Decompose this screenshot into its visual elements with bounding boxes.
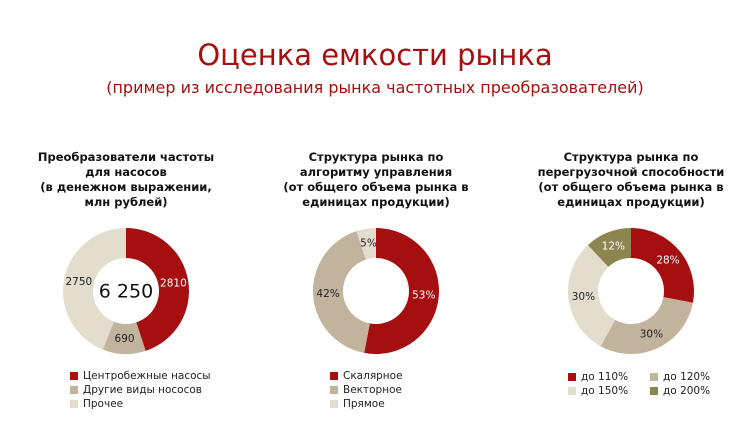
legend-item: Центробежные насосы	[70, 370, 211, 382]
center-label: 6 250	[99, 281, 153, 303]
legend-swatch	[70, 400, 78, 408]
legend-swatch	[568, 387, 576, 395]
pie-segment	[364, 228, 440, 354]
pie-segment	[126, 228, 189, 351]
legend-label: до 120%	[663, 371, 711, 383]
pie-segment	[62, 228, 126, 350]
legend-item: Векторное	[330, 384, 403, 396]
legend-swatch	[650, 373, 659, 381]
legend-swatch	[650, 387, 659, 395]
legend-item: до 120%	[650, 371, 710, 383]
legend: Скалярное Векторное Прямое	[330, 370, 403, 410]
page-title: Оценка емкости рынка	[197, 38, 553, 72]
legend-label: Другие виды нососов	[83, 384, 202, 396]
pie-segment	[600, 297, 693, 354]
data-label: 690	[115, 333, 135, 345]
chart-subtitle: (от общего объема рынка в единицах проду…	[538, 180, 724, 209]
legend-swatch	[330, 386, 338, 394]
data-label: 2750	[65, 276, 92, 288]
data-label: 42%	[316, 288, 339, 300]
data-label: 28%	[656, 254, 679, 266]
chart-title: Преобразователи частоты для насосов	[37, 150, 215, 179]
legend-label: Прочее	[83, 398, 124, 410]
legend-swatch	[568, 373, 576, 381]
data-label: 5%	[360, 238, 377, 250]
legend-label: Векторное	[343, 384, 402, 396]
data-label: 2810	[160, 277, 187, 289]
pie-segment	[568, 245, 616, 347]
legend-label: Прямое	[343, 398, 385, 410]
legend-item: до 150%	[568, 385, 628, 397]
pie-segment	[102, 321, 146, 354]
legend: до 110% до 120% до 150% до 200%	[568, 371, 710, 397]
legend-item: Прямое	[330, 398, 403, 410]
data-label: 53%	[412, 290, 435, 302]
data-label: 12%	[602, 240, 625, 252]
legend-item: Скалярное	[330, 370, 403, 382]
legend-item: до 200%	[650, 385, 710, 397]
legend-label: Центробежные насосы	[83, 370, 211, 382]
pie-segment	[587, 228, 631, 267]
pie-segment	[631, 228, 694, 303]
chart-title: Структура рынка по алгоритму управления	[299, 150, 453, 179]
legend-label: Скалярное	[343, 370, 403, 382]
pie-segment	[313, 231, 370, 353]
chart-subtitle: (от общего объема рынка в единицах проду…	[283, 180, 469, 209]
legend-label: до 150%	[581, 385, 629, 397]
legend-item: Прочее	[70, 398, 211, 410]
page-subtitle: (пример из исследования рынка частотных …	[106, 78, 644, 97]
legend-swatch	[70, 372, 78, 380]
legend-label: до 110%	[581, 371, 629, 383]
data-label: 30%	[640, 328, 663, 340]
data-label: 30%	[572, 291, 595, 303]
chart-title: Структура рынка по перегрузочной способн…	[537, 150, 725, 179]
legend-swatch	[330, 372, 338, 380]
pie-segment	[356, 228, 376, 260]
legend-item: Другие виды нососов	[70, 384, 211, 396]
legend-item: до 110%	[568, 371, 628, 383]
legend-swatch	[70, 386, 78, 394]
legend: Центробежные насосы Другие виды нососов Пр…	[70, 370, 211, 410]
chart-subtitle: (в денежном выражении, млн рублей)	[40, 180, 212, 209]
legend-label: до 200%	[663, 385, 711, 397]
legend-swatch	[330, 400, 338, 408]
